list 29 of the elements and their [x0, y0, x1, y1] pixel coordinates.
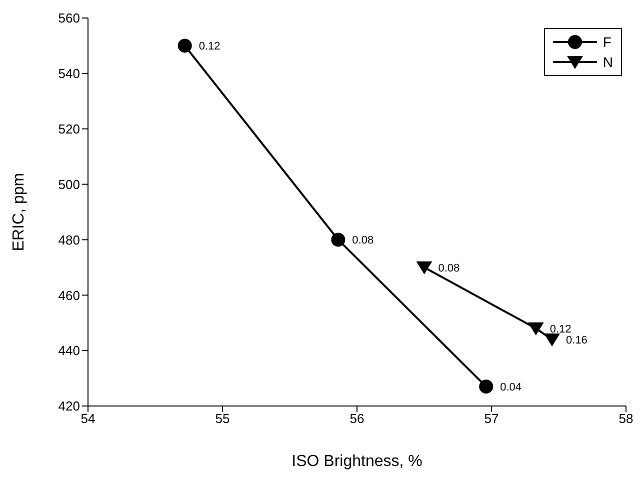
point [416, 261, 432, 274]
point [528, 322, 544, 336]
x-tick-label: 56 [350, 411, 364, 426]
annotation: 0.12 [198, 40, 220, 53]
y-axis-title: ERIC, ppm [10, 172, 28, 252]
y-tick-label: 460 [58, 288, 80, 303]
y-tick-label: 480 [58, 232, 80, 248]
x-tick-label: 55 [215, 411, 230, 426]
annotation: 0.04 [500, 382, 522, 394]
point [544, 333, 560, 346]
y-tick-label: 540 [58, 66, 80, 82]
annotation: 0.08 [352, 234, 374, 247]
y-tick-label: 560 [58, 10, 80, 26]
x-axis-title: ISO Brightness, % [292, 453, 422, 470]
y-tick-label: 440 [58, 343, 80, 358]
point [178, 38, 192, 53]
y-tick-label: 500 [58, 176, 80, 192]
y-tick-label: 520 [58, 121, 80, 136]
x-tick-label: 54 [80, 411, 96, 426]
annotation: 0.08 [438, 262, 460, 274]
x-tick-label: 58 [618, 411, 634, 426]
annotation: 0.12 [550, 323, 572, 336]
point [331, 232, 346, 247]
legend-label: N [602, 54, 613, 70]
y-tick-label: 420 [58, 398, 80, 414]
point [479, 380, 494, 394]
annotation: 0.16 [566, 334, 588, 346]
legend-label: F [602, 34, 612, 50]
x-tick-label: 57 [484, 411, 499, 426]
